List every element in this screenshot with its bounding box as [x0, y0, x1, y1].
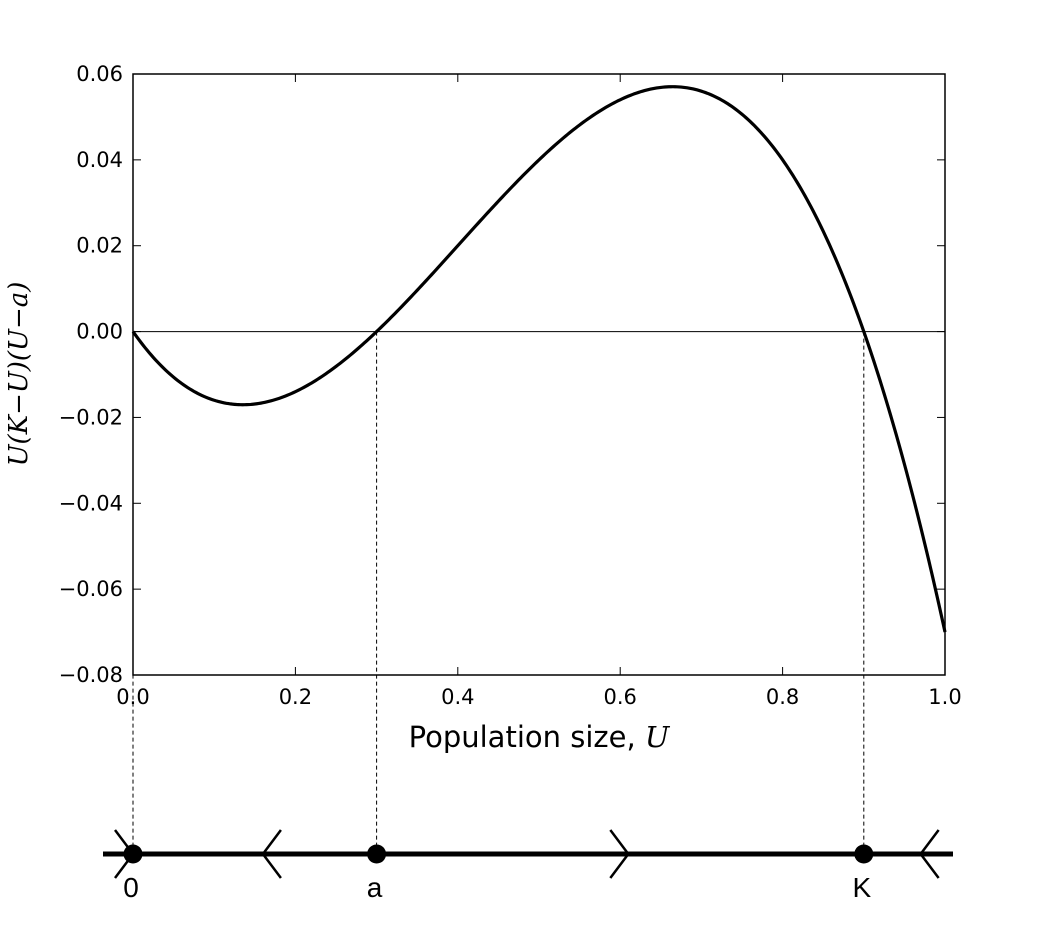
x-axis-label-var: U: [645, 720, 671, 754]
y-tick-label: 0.04: [76, 148, 123, 172]
flow-arrow-right: [609, 829, 630, 879]
y-tick-label: 0.00: [76, 320, 123, 344]
x-tick-label: 0.4: [441, 685, 474, 709]
equilibrium-label: a: [367, 872, 383, 903]
equilibrium-point: [854, 844, 874, 864]
equilibrium-label: 0: [123, 872, 139, 903]
y-tick-label: 0.02: [76, 234, 123, 258]
x-tick-label: 0.0: [116, 685, 149, 709]
equilibrium-point: [123, 844, 143, 864]
x-tick-label: 0.8: [766, 685, 799, 709]
x-axis-label: Population size, U: [409, 720, 671, 754]
y-tick-label: −0.08: [59, 663, 123, 687]
y-tick-label: −0.06: [59, 577, 123, 601]
plot-frame: [132, 73, 946, 676]
phase-line: 0 a K: [103, 829, 953, 903]
equilibrium-point: [367, 844, 387, 864]
x-tick-label: 1.0: [928, 685, 961, 709]
series-curve: [131, 85, 947, 633]
y-axis-ticks: 0.06 0.04 0.02 0.00 −0.02 −0.04 −0.06 −0.08: [59, 62, 945, 687]
x-axis-label-text: Population size,: [409, 720, 645, 754]
equilibrium-label: K: [852, 872, 871, 903]
guide-lines: [132, 331, 865, 854]
y-tick-label: −0.04: [59, 491, 123, 515]
y-tick-label: 0.06: [76, 62, 123, 86]
y-axis-label: U(K−U)(U−a): [4, 282, 34, 467]
x-axis-ticks: 0.0 0.2 0.4 0.6 0.8 1.0: [116, 74, 962, 709]
x-tick-label: 0.2: [279, 685, 312, 709]
y-tick-label: −0.02: [59, 405, 123, 429]
x-tick-label: 0.6: [603, 685, 636, 709]
flow-arrow-left: [261, 829, 282, 879]
flow-arrow-left: [919, 829, 940, 879]
